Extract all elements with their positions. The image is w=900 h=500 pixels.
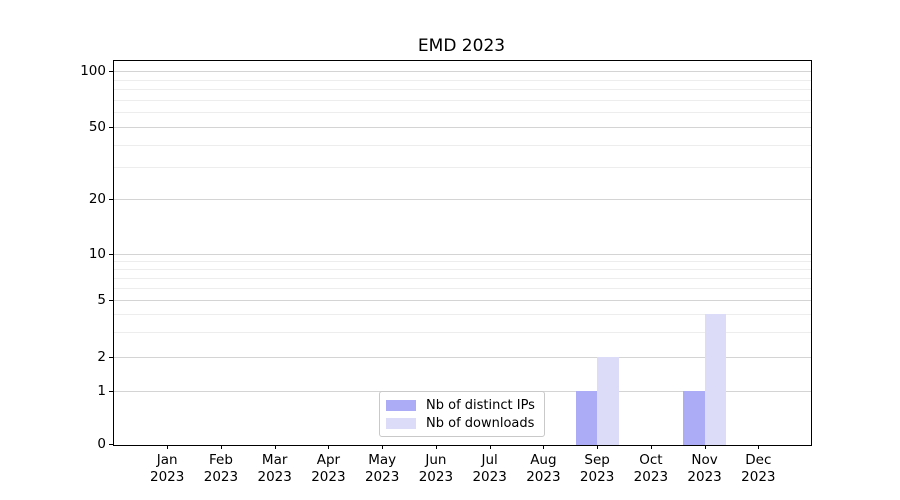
bar xyxy=(704,313,727,445)
gridline-minor xyxy=(114,144,811,146)
gridline-minor xyxy=(114,277,811,279)
x-tick-label: Sep 2023 xyxy=(579,452,615,485)
gridline-major xyxy=(114,357,811,358)
plot-area: 0 1 2 5 10 20 50 100 Jan 2023 Feb 2023 Mar 2023 Apr… xyxy=(80,60,812,485)
gridline-minor xyxy=(114,99,811,101)
x-tick-mark xyxy=(167,445,169,449)
bar xyxy=(597,357,619,445)
x-tick-mark xyxy=(704,445,706,449)
bar xyxy=(575,391,598,445)
legend-swatch xyxy=(386,417,416,429)
gridline-major xyxy=(114,254,811,255)
x-tick-mark xyxy=(382,445,384,449)
y-tick-mark xyxy=(109,71,113,72)
x-tick-mark xyxy=(597,445,599,449)
y-tick-label: 5 xyxy=(97,292,106,308)
x-tick-mark xyxy=(328,445,330,449)
gridline-minor xyxy=(114,79,811,81)
y-tick-label: 100 xyxy=(80,63,106,79)
bar xyxy=(683,391,705,445)
y-tick-mark xyxy=(109,300,113,301)
legend-label: Nb of downloads xyxy=(426,415,535,431)
gridline-major xyxy=(114,300,811,301)
x-tick-label: Jun 2023 xyxy=(418,452,454,485)
gridline-major xyxy=(114,199,811,200)
x-tick-mark xyxy=(274,445,276,449)
y-tick-label: 2 xyxy=(97,349,106,365)
legend: Nb of distinct IPs Nb of downloads xyxy=(379,391,545,437)
x-tick-mark xyxy=(543,445,545,449)
x-tick-label: Jul 2023 xyxy=(472,452,507,485)
x-tick-label: Apr 2023 xyxy=(311,452,346,485)
gridline-minor xyxy=(114,89,811,91)
x-tick-label: Aug 2023 xyxy=(526,452,561,485)
legend-row: Nb of downloads xyxy=(386,416,536,431)
x-tick-mark xyxy=(220,445,222,449)
y-tick-label: 20 xyxy=(88,191,106,207)
y-tick-label: 10 xyxy=(88,246,106,262)
gridline-major xyxy=(114,71,811,72)
x-tick-label: Oct 2023 xyxy=(633,452,669,485)
gridline-minor xyxy=(114,112,811,114)
x-tick-mark xyxy=(435,445,437,449)
gridline-major xyxy=(114,127,811,128)
y-tick-mark xyxy=(109,254,113,255)
legend-swatch xyxy=(386,399,416,411)
x-tick-mark xyxy=(489,445,491,449)
legend-label: Nb of distinct IPs xyxy=(426,397,535,413)
y-tick-mark xyxy=(109,391,113,392)
gridline-minor xyxy=(114,331,811,333)
chart-title: EMD 2023 xyxy=(417,36,506,56)
y-tick-mark xyxy=(109,127,113,128)
x-tick-label: Dec 2023 xyxy=(741,452,776,485)
y-tick-label: 0 xyxy=(97,436,106,452)
gridline-minor xyxy=(114,268,811,270)
x-tick-mark xyxy=(650,445,652,449)
y-tick-label: 50 xyxy=(88,119,106,135)
x-tick-label: Jan 2023 xyxy=(150,452,185,485)
x-tick-label: Feb 2023 xyxy=(203,452,239,485)
y-tick-mark xyxy=(109,357,113,358)
legend-row: Nb of distinct IPs xyxy=(386,398,536,413)
gridline-minor xyxy=(114,287,811,289)
gridline-minor xyxy=(114,313,811,315)
x-tick-label: Mar 2023 xyxy=(257,452,292,485)
y-tick-mark xyxy=(109,444,113,445)
gridline-minor xyxy=(114,167,811,169)
y-tick-mark xyxy=(109,199,113,200)
x-tick-mark xyxy=(758,445,760,449)
x-tick-label: May 2023 xyxy=(364,452,400,485)
x-tick-label: Nov 2023 xyxy=(687,452,722,485)
y-tick-label: 1 xyxy=(97,383,106,399)
gridline-minor xyxy=(114,260,811,262)
